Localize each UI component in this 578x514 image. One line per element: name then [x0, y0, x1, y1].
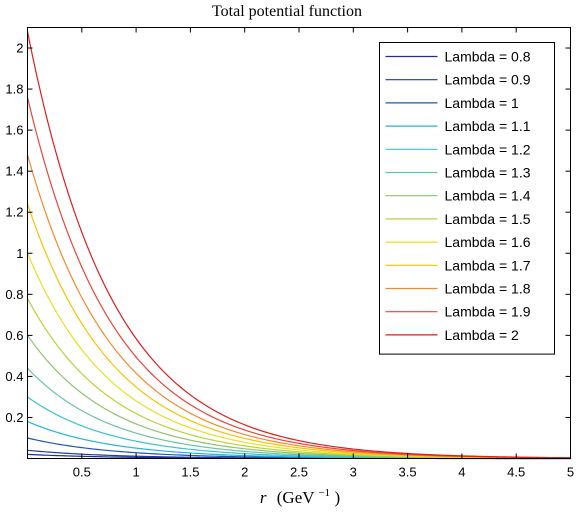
x-axis-label-unit: (GeV	[277, 488, 315, 507]
y-tick-label: 0.8	[5, 287, 23, 302]
x-tick-label: 3	[350, 465, 357, 480]
legend-label: Lambda = 1.2	[445, 141, 531, 157]
x-axis-label-var: r	[260, 488, 267, 507]
legend: Lambda = 0.8 Lambda = 0.9 Lambda = 1 Lambda…	[379, 42, 555, 355]
y-tick-label: 1.4	[5, 164, 23, 179]
y-tick-label: 0.2	[5, 410, 23, 425]
legend-label: Lambda = 1.6	[445, 234, 531, 250]
x-tick-label: 4	[458, 465, 465, 480]
x-tick-label: 1	[132, 465, 139, 480]
y-tick-label: 1.8	[5, 82, 23, 97]
legend-label: Lambda = 1.7	[445, 257, 531, 273]
legend-label: Lambda = 1.8	[445, 281, 531, 297]
legend-label: Lambda = 1.3	[445, 165, 531, 181]
x-tick-label: 1.5	[181, 465, 199, 480]
y-tick-label: 1.6	[5, 123, 23, 138]
x-tick-label: 4.5	[507, 465, 525, 480]
y-tick-label: 0.6	[5, 328, 23, 343]
legend-label: Lambda = 1.9	[445, 304, 531, 320]
legend-label: Lambda = 1	[445, 95, 520, 111]
legend-label: Lambda = 1.4	[445, 188, 531, 204]
x-axis-label: r (GeV −1 )	[260, 481, 340, 507]
x-axis-label-exp: −1	[318, 487, 330, 499]
y-tick-label: 1	[16, 246, 23, 261]
y-tick-label: 0.4	[5, 369, 23, 384]
y-tick-label: 2	[16, 41, 23, 56]
chart-title: Total potential function	[212, 3, 362, 20]
legend-label: Lambda = 0.8	[445, 49, 531, 65]
legend-label: Lambda = 2	[445, 327, 520, 343]
legend-label: Lambda = 1.1	[445, 118, 531, 134]
ticks-layer: 0.5 1 1.5 2 2.5 3 3.5 4 4.5 5 0.2 0.4 0.6 0.8 1 1.2 1.4 1…	[5, 27, 574, 480]
x-tick-label: 3.5	[399, 465, 417, 480]
legend-label: Lambda = 0.9	[445, 72, 531, 88]
plot-frame	[27, 27, 571, 459]
x-tick-label: 2.5	[290, 465, 308, 480]
x-tick-label: 0.5	[73, 465, 91, 480]
x-axis-label-close: )	[334, 488, 340, 507]
legend-box	[379, 42, 555, 355]
x-tick-label: 5	[567, 465, 574, 480]
series-line-13	[26, 31, 571, 459]
y-tick-label: 1.2	[5, 205, 23, 220]
legend-label: Lambda = 1.5	[445, 211, 531, 227]
x-tick-label: 2	[241, 465, 248, 480]
